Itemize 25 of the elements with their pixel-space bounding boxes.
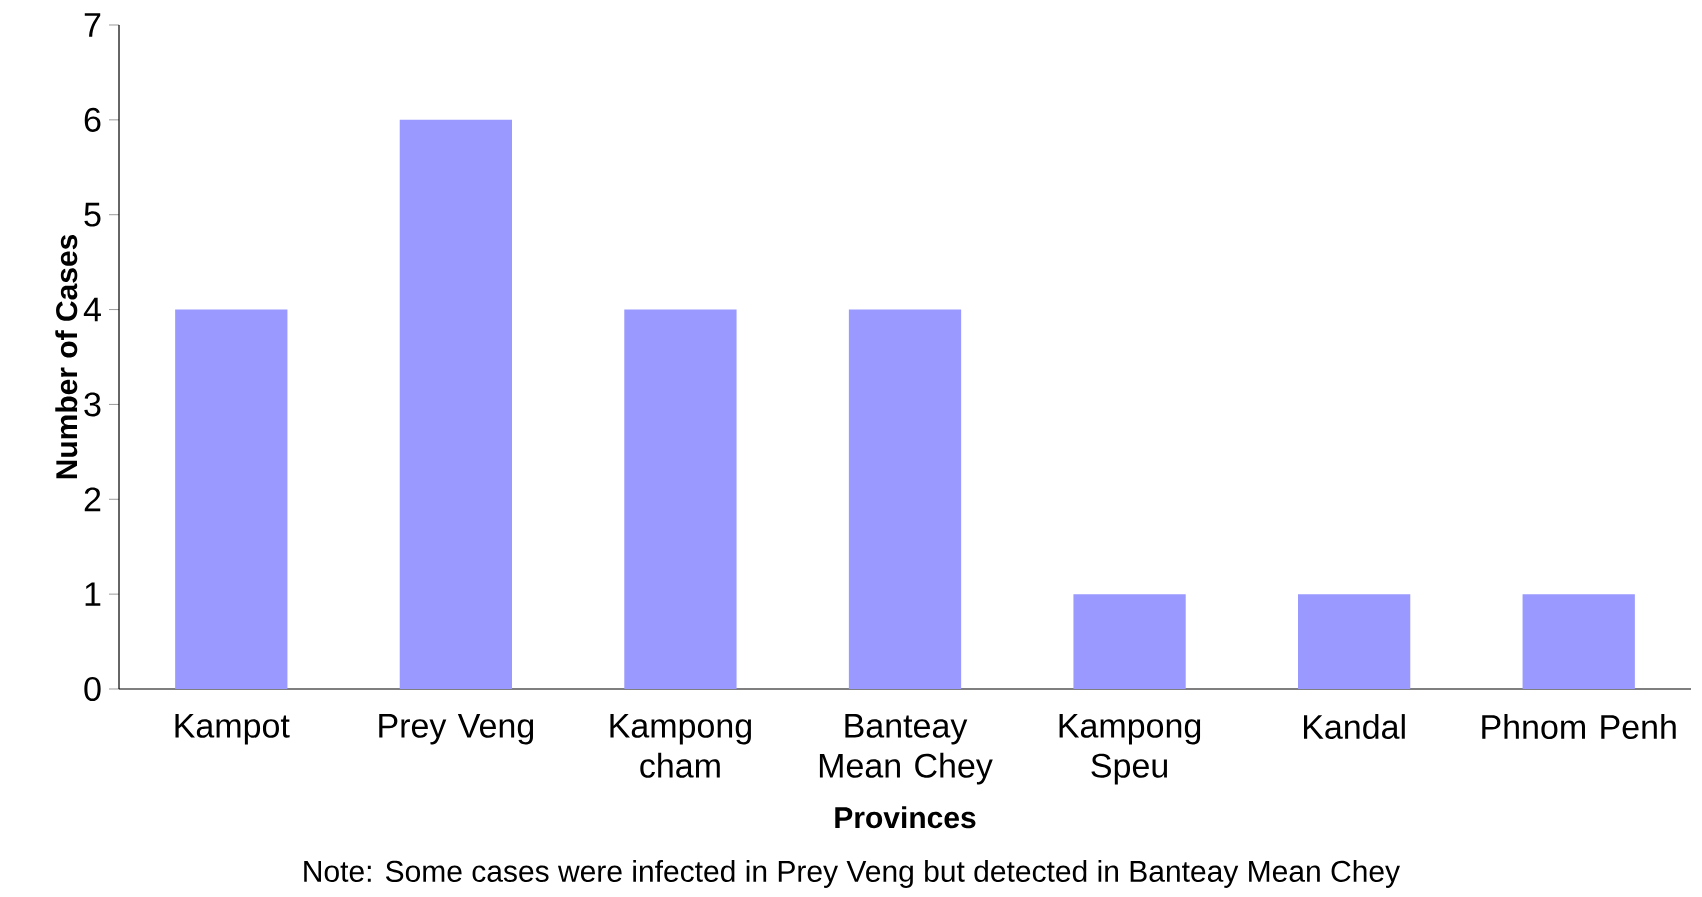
x-tick-label: Prey Veng — [379, 714, 534, 745]
x-tick-label: Kandal — [1304, 714, 1405, 740]
bar — [175, 309, 288, 689]
text: Note: Some cases were infected in Prey Veng but detected in Banteay Mean Chey — [304, 859, 1400, 888]
bar — [1073, 594, 1186, 689]
bar — [624, 309, 737, 689]
x-tick-label: Banteay Mean Chey — [819, 714, 993, 785]
x-tick-label: Phnom Penh — [1482, 714, 1676, 740]
y-tick-label: 5 — [84, 202, 101, 227]
y-tick-label: 1 — [85, 582, 101, 606]
bar — [1298, 594, 1411, 689]
y-tick-label: 7 — [84, 13, 101, 37]
x-tick-label: Kampot — [175, 714, 290, 745]
y-tick-label: 0 — [84, 676, 101, 702]
y-tick-label: 4 — [83, 297, 101, 322]
x-tick-label: Kampong Speu — [1059, 714, 1201, 785]
y-tick-label: 3 — [84, 392, 101, 417]
x-axis-title: Provinces — [835, 806, 976, 829]
y-tick-label: 6 — [84, 107, 101, 132]
bar — [399, 119, 512, 689]
bar — [848, 309, 962, 689]
bar — [1522, 594, 1635, 689]
x-tick-label: Kampong cham — [610, 714, 751, 778]
y-axis-title: Number of Cases — [55, 234, 78, 479]
y-tick-label: 2 — [84, 487, 101, 512]
